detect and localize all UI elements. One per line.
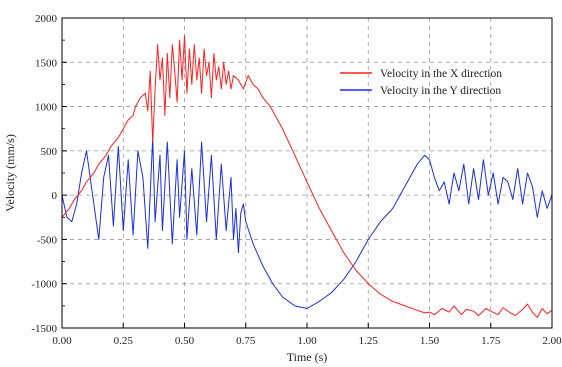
x-tick-label: 1.75 — [481, 335, 501, 347]
series-line-y-direction — [61, 137, 553, 309]
x-tick-label: 0.50 — [175, 335, 195, 347]
legend: Velocity in the X direction Velocity in … — [340, 68, 502, 97]
x-tick-label: 0.00 — [52, 335, 72, 347]
y-tick-labels: -1500 -1000 -500 0 500 1000 1500 2000 — [31, 13, 57, 335]
x-tick-label: 0.25 — [114, 335, 134, 347]
y-tick-label: 1500 — [35, 57, 58, 69]
y-tick-label: -500 — [37, 234, 58, 246]
series-layer — [61, 35, 553, 318]
series-line-x-direction — [61, 35, 553, 318]
x-tick-label: 2.00 — [542, 335, 562, 347]
axis-ticks — [61, 17, 553, 329]
y-tick-label: 2000 — [35, 13, 58, 25]
x-tick-label: 1.25 — [359, 335, 379, 347]
y-tick-label: 0 — [52, 190, 58, 202]
y-tick-label: 1000 — [35, 102, 58, 114]
x-tick-label: 1.50 — [420, 335, 440, 347]
x-tick-labels: 0.00 0.25 0.50 0.75 1.00 1.25 1.50 1.75 2.00 — [52, 335, 562, 347]
legend-label-x: Velocity in the X direction — [380, 68, 502, 80]
y-tick-label: -1500 — [31, 323, 57, 335]
x-tick-label: 0.75 — [236, 335, 256, 347]
x-axis-title: Time (s) — [287, 350, 328, 364]
y-tick-label: 500 — [41, 146, 58, 158]
x-tick-label: 1.00 — [297, 335, 317, 347]
y-axis-title: Velocity (mm/s) — [3, 134, 17, 212]
legend-label-y: Velocity in the Y direction — [380, 85, 501, 97]
y-tick-label: -1000 — [31, 279, 57, 291]
